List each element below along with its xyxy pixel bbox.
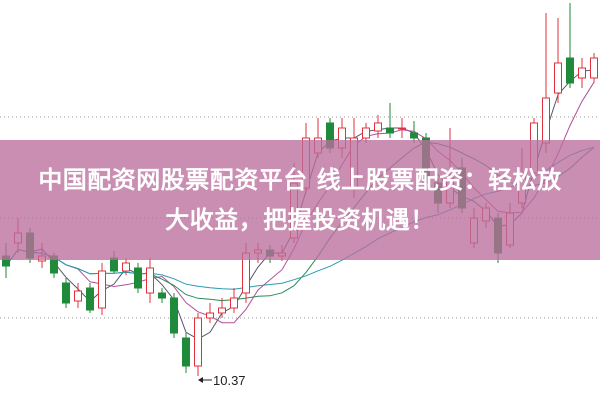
arrow-icon (198, 377, 203, 383)
candle-body (122, 262, 130, 272)
candle-up (554, 18, 562, 103)
candle-body (170, 297, 178, 334)
candle-body (374, 122, 382, 132)
candle-down (566, 3, 574, 88)
candle-down (386, 103, 394, 138)
candle-down (182, 333, 190, 373)
candle-down (86, 283, 94, 313)
candle-body (554, 62, 562, 94)
candle-body (98, 270, 106, 309)
candle-body (206, 312, 214, 319)
candle-body (578, 67, 586, 79)
candle-up (74, 283, 82, 308)
candle-up (122, 258, 130, 275)
candle-up (398, 118, 406, 138)
candle-down (158, 288, 166, 303)
candle-body (74, 290, 82, 302)
candle-up (374, 115, 382, 138)
candle-down (170, 293, 178, 338)
low-price-label: 10.37 (213, 373, 246, 388)
candle-body (386, 127, 394, 134)
candle-up (206, 303, 214, 323)
candle-up (98, 263, 106, 315)
candle-up (194, 313, 202, 376)
candle-body (410, 132, 418, 139)
candle-body (542, 97, 550, 144)
candle-down (134, 263, 142, 293)
candle-body (86, 287, 94, 311)
headline-line-2: 大收益，把握投资机遇！ (165, 206, 435, 234)
candle-body (182, 337, 190, 367)
candle-up (230, 288, 238, 313)
candle-body (62, 282, 70, 304)
candle-body (218, 307, 226, 314)
candle-body (194, 317, 202, 367)
candle-body (590, 57, 598, 79)
candle-down (410, 121, 418, 143)
low-annotation: 10.37 (198, 373, 246, 388)
candle-body (146, 267, 154, 294)
headline-line-1: 中国配资网股票配资平台 线上股票配资：轻松放 (38, 166, 562, 194)
candle-body (362, 127, 370, 139)
candle-up (542, 13, 550, 153)
candle-body (158, 292, 166, 299)
candle-up (590, 53, 598, 83)
headline-banner: 中国配资网股票配资平台 线上股票配资：轻松放 大收益，把握投资机遇！ (0, 140, 600, 260)
candle-up (218, 298, 226, 318)
candle-body (398, 127, 406, 130)
candle-up (578, 58, 586, 88)
candle-down (62, 278, 70, 308)
candle-up (362, 123, 370, 143)
candle-body (566, 57, 574, 84)
candle-up (146, 258, 154, 303)
candle-body (134, 267, 142, 289)
candle-body (230, 297, 238, 309)
